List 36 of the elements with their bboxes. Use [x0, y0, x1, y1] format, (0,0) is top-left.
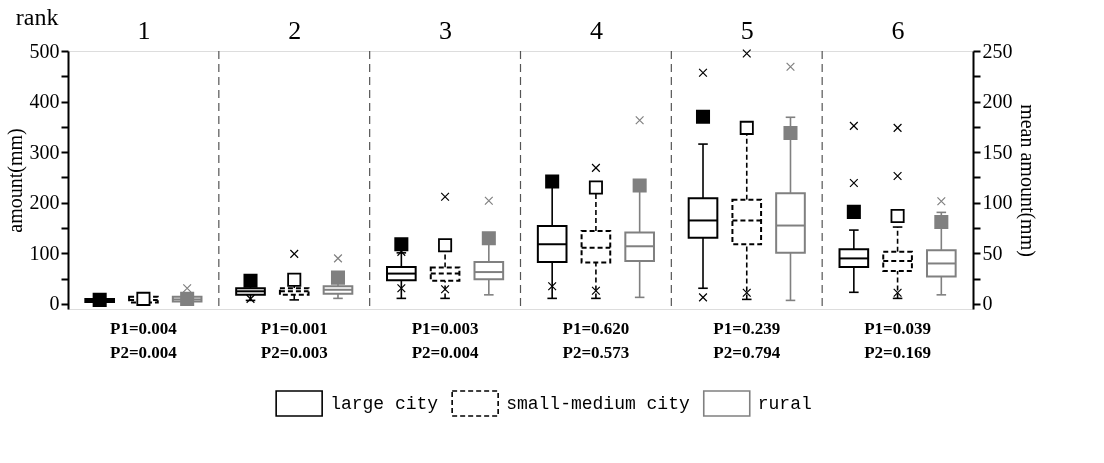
- legend-label: rural: [757, 394, 812, 414]
- y-axis-title: amount(mm): [3, 128, 27, 233]
- x-tick-label: 4: [589, 15, 603, 45]
- text: P1=0.003: [411, 319, 479, 338]
- text: P2=0.004: [411, 343, 479, 362]
- text: P2=0.794: [713, 343, 781, 362]
- x-tick-label: 1: [137, 15, 151, 45]
- y-tick-label: 0: [49, 292, 60, 315]
- text: P1=0.004: [110, 319, 178, 338]
- y2-tick-label: 250: [982, 39, 1013, 62]
- legend-label: small-medium city: [506, 394, 690, 414]
- legend-label: large city: [330, 394, 439, 414]
- y2-tick-label: 100: [982, 191, 1013, 214]
- text: P1=0.001: [260, 319, 328, 338]
- text: P2=0.573: [562, 343, 630, 362]
- y2-tick-label: 50: [982, 241, 1003, 264]
- x-axis-title: rank: [15, 3, 59, 30]
- y2-tick-label: 150: [982, 140, 1013, 163]
- y-tick-label: 300: [29, 140, 60, 163]
- text: P2=0.169: [864, 343, 931, 362]
- text: P2=0.003: [260, 343, 328, 362]
- y-tick-label: 500: [29, 39, 60, 62]
- text: P1=0.239: [713, 319, 781, 338]
- y-tick-label: 200: [29, 191, 60, 214]
- x-tick-label: 3: [439, 15, 453, 45]
- x-tick-label: 2: [288, 15, 302, 45]
- y-tick-label: 400: [29, 90, 60, 113]
- y2-axis-title: mean amount(mm): [1015, 104, 1039, 257]
- y2-tick-label: 0: [982, 292, 993, 315]
- text: P1=0.039: [864, 319, 931, 338]
- y2-tick-label: 200: [982, 90, 1013, 113]
- x-tick-label: 5: [740, 15, 754, 45]
- y-tick-label: 100: [29, 241, 60, 264]
- x-tick-label: 6: [891, 15, 905, 45]
- text: P2=0.004: [110, 343, 178, 362]
- text: P1=0.620: [562, 319, 630, 338]
